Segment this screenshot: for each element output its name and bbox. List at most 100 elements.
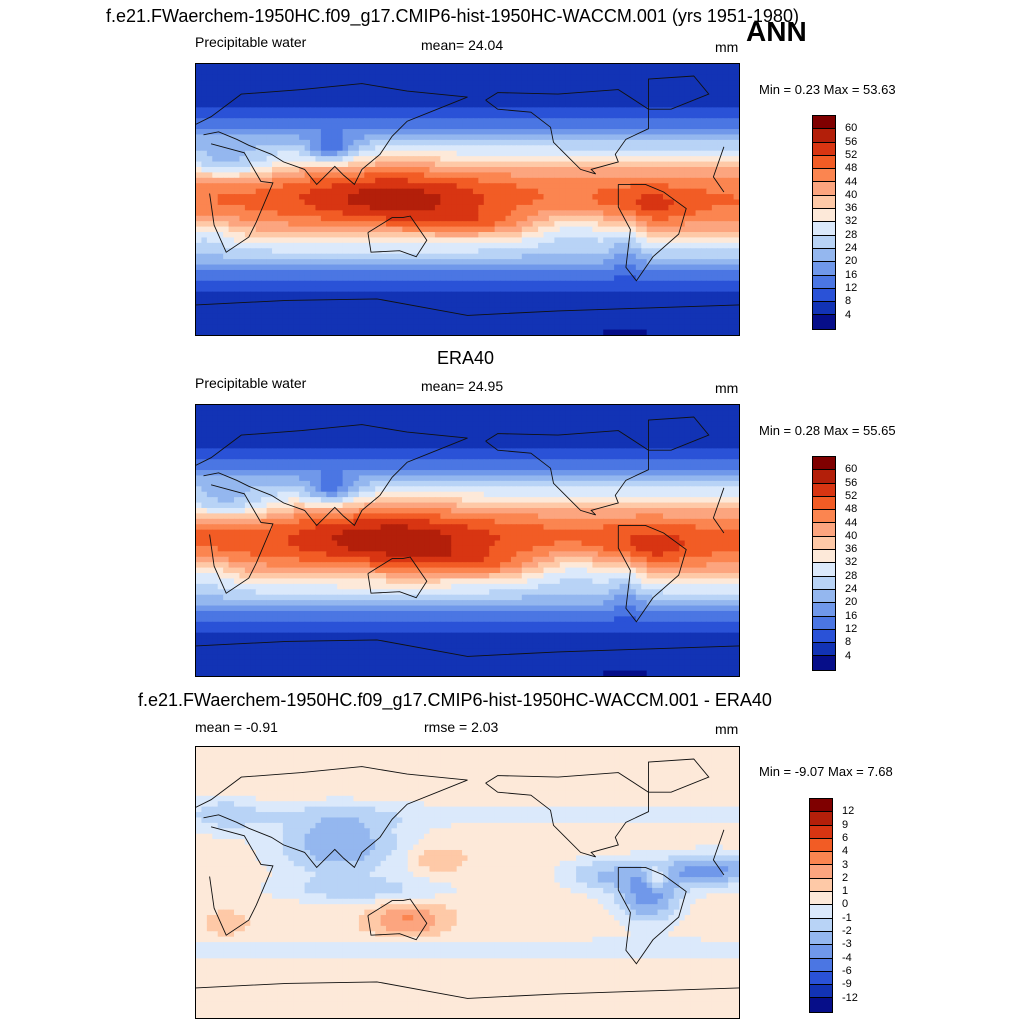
field-cell	[434, 215, 441, 222]
field-cell	[565, 123, 572, 130]
field-cell	[554, 129, 561, 136]
field-cell	[614, 286, 621, 293]
field-cell	[646, 134, 653, 141]
field-cell	[690, 134, 697, 141]
field-cell	[641, 101, 648, 108]
field-cell	[277, 318, 284, 325]
field-cell	[391, 69, 398, 76]
field-cell	[505, 324, 512, 331]
field-cell	[261, 177, 268, 184]
main-title: f.e21.FWaerchem-1950HC.f09_g17.CMIP6-his…	[106, 6, 799, 26]
field-cell	[516, 166, 523, 173]
field-cell	[706, 297, 713, 304]
field-cell	[619, 248, 626, 255]
field-cell	[293, 74, 300, 81]
field-cell	[255, 107, 262, 114]
field-cell	[244, 275, 251, 282]
field-cell	[288, 275, 295, 282]
field-cell	[369, 118, 376, 125]
field-cell	[646, 118, 653, 125]
field-cell	[348, 329, 355, 335]
field-cell	[505, 183, 512, 190]
field-cell	[434, 269, 441, 276]
field-cell	[429, 204, 436, 211]
field-cell	[288, 107, 295, 114]
field-cell	[326, 156, 333, 163]
field-cell	[548, 118, 555, 125]
field-cell	[413, 188, 420, 195]
field-cell	[684, 183, 691, 190]
field-cell	[331, 215, 338, 222]
field-cell	[315, 188, 322, 195]
field-cell	[662, 172, 670, 179]
field-cell	[662, 129, 670, 136]
field-cell	[494, 324, 501, 331]
field-cell	[576, 145, 583, 152]
field-cell	[662, 237, 670, 244]
field-cell	[657, 237, 664, 244]
field-cell	[407, 318, 414, 325]
field-cell	[380, 237, 387, 244]
field-cell	[652, 318, 659, 325]
field-cell	[358, 80, 365, 87]
field-cell	[630, 291, 637, 298]
field-cell	[668, 166, 675, 173]
field-cell	[548, 139, 555, 146]
field-cell	[630, 101, 637, 108]
field-cell	[722, 259, 729, 266]
field-cell	[548, 166, 555, 173]
field-cell	[494, 232, 501, 239]
field-cell	[261, 123, 268, 130]
field-cell	[624, 188, 631, 195]
field-cell	[304, 199, 311, 206]
field-cell	[320, 183, 327, 190]
field-cell	[196, 183, 203, 190]
field-cell	[657, 123, 664, 130]
field-cell	[603, 226, 610, 233]
field-cell	[239, 248, 246, 255]
field-cell	[673, 226, 680, 233]
field-cell	[342, 297, 349, 304]
field-cell	[369, 129, 376, 136]
field-cell	[700, 101, 708, 108]
field-cell	[212, 112, 219, 119]
field-cell	[652, 107, 659, 114]
field-cell	[565, 183, 572, 190]
field-cell	[386, 74, 393, 81]
field-cell	[261, 221, 268, 228]
field-cell	[440, 150, 447, 157]
field-cell	[635, 69, 642, 76]
field-cell	[196, 91, 203, 98]
field-cell	[673, 264, 680, 271]
field-cell	[288, 248, 295, 255]
field-cell	[554, 248, 561, 255]
field-cell	[635, 259, 642, 266]
field-cell	[304, 145, 311, 152]
field-cell	[358, 91, 365, 98]
field-cell	[310, 177, 317, 184]
field-cell	[516, 145, 523, 152]
field-cell	[196, 318, 203, 325]
field-cell	[217, 145, 224, 152]
field-cell	[375, 297, 382, 304]
field-cell	[206, 69, 213, 76]
field-cell	[272, 74, 279, 81]
field-cell	[369, 96, 376, 103]
field-cell	[684, 139, 691, 146]
field-cell	[429, 275, 436, 282]
field-cell	[592, 91, 599, 98]
field-cell	[728, 85, 735, 92]
field-cell	[624, 145, 631, 152]
field-cell	[500, 96, 507, 103]
field-cell	[652, 177, 659, 184]
field-cell	[538, 85, 545, 92]
field-cell	[717, 129, 724, 136]
field-cell	[684, 210, 691, 217]
field-cell	[662, 291, 670, 298]
field-cell	[407, 253, 414, 260]
field-cell	[402, 91, 409, 98]
field-cell	[331, 134, 338, 141]
field-cell	[619, 324, 626, 331]
field-cell	[434, 248, 441, 255]
field-cell	[641, 194, 648, 201]
